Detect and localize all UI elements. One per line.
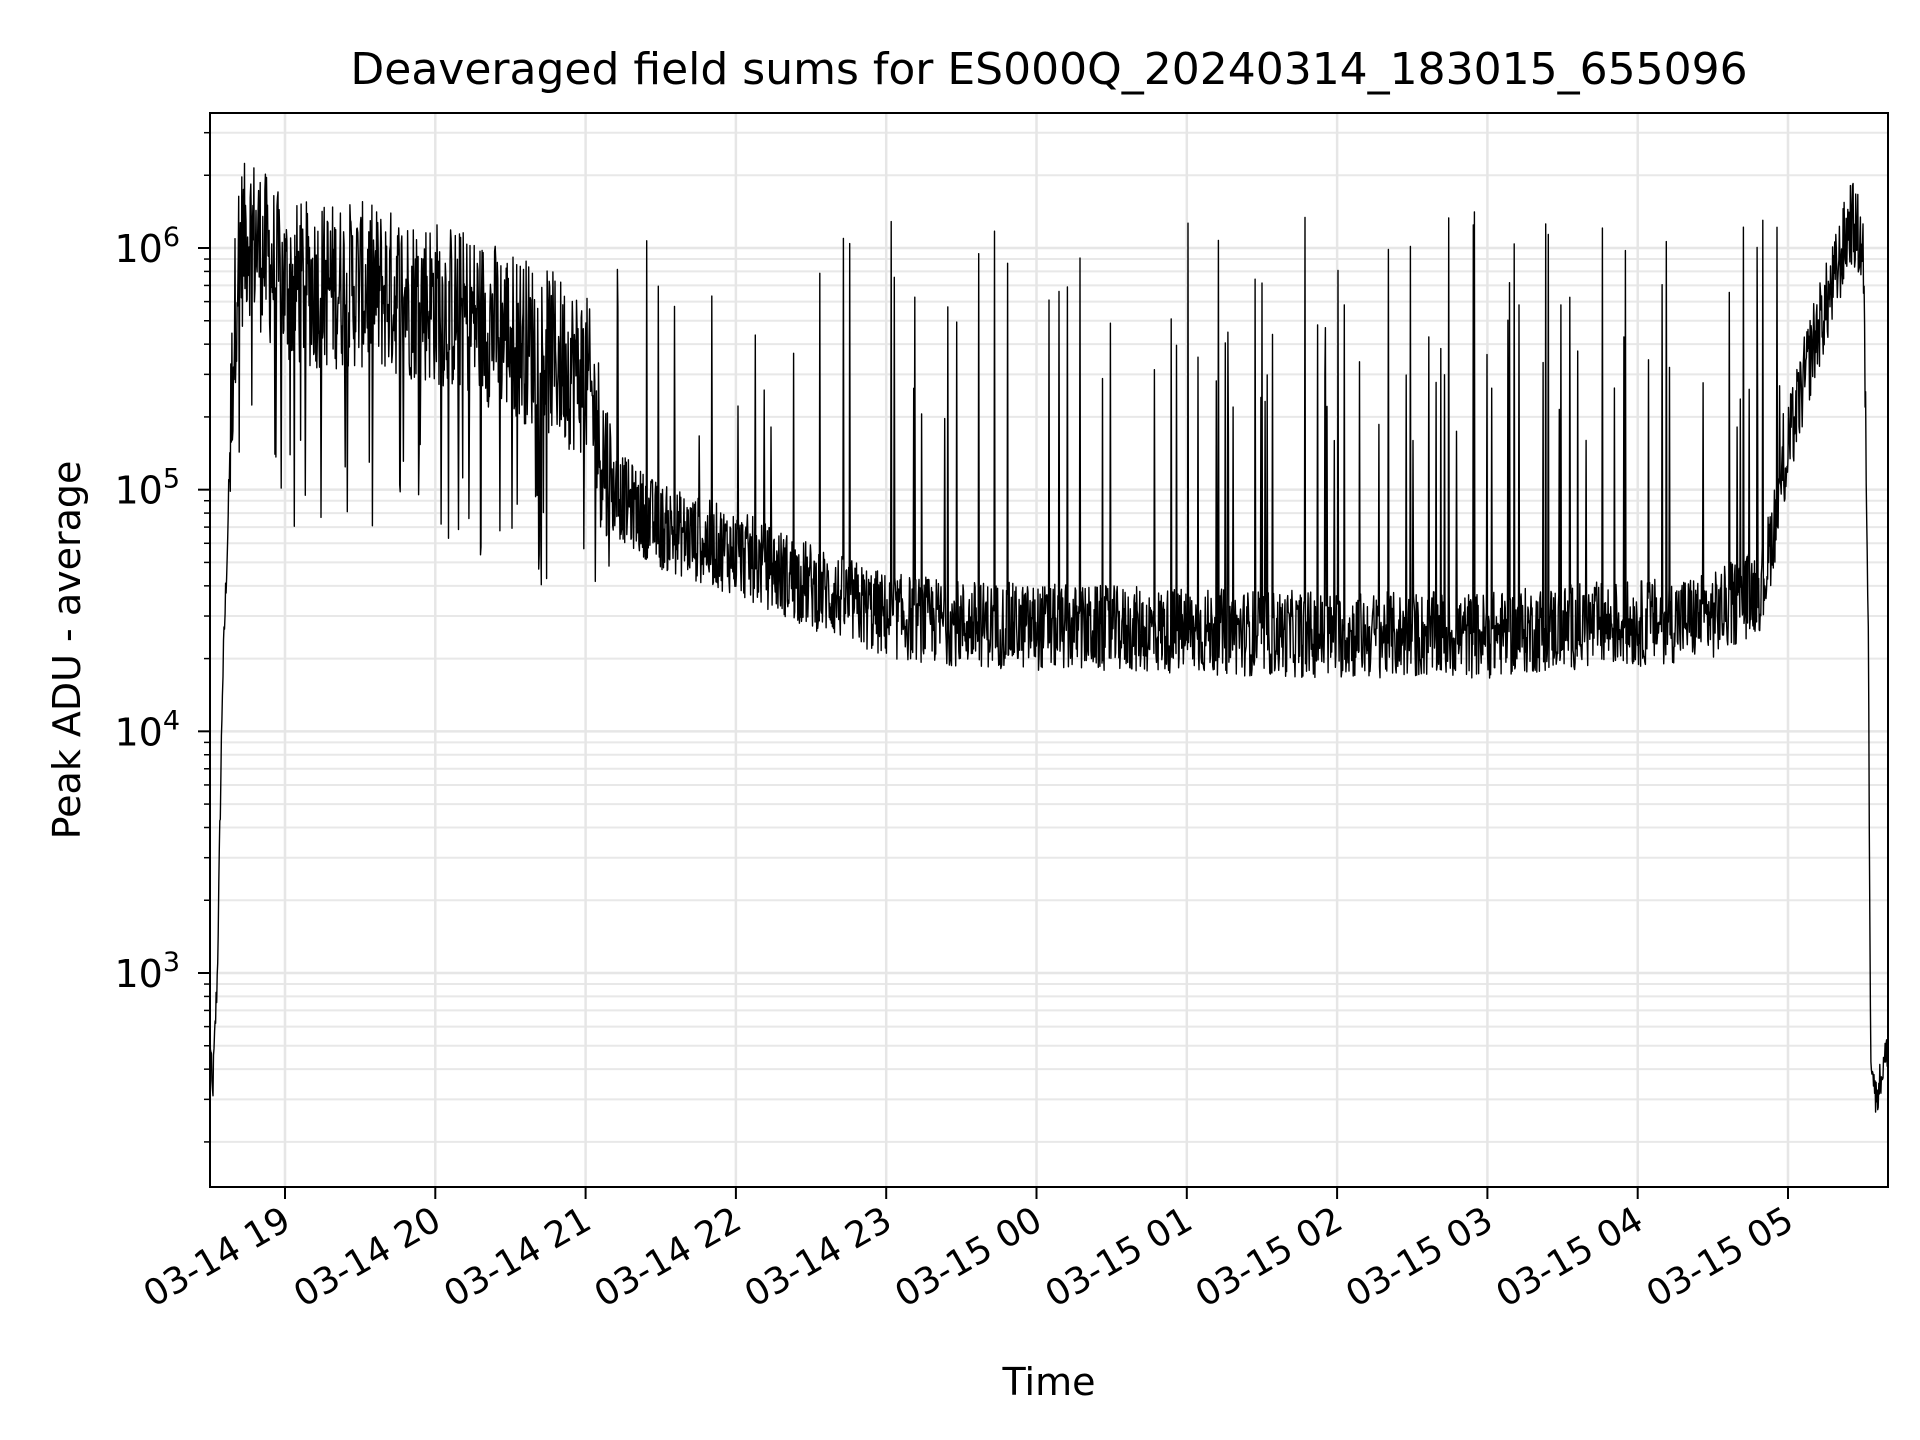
y-tick-label: 103 (114, 947, 180, 996)
series-line (209, 162, 1889, 1113)
x-axis-label: Time (1002, 1360, 1096, 1404)
plot-area (209, 162, 1889, 1113)
axes-frame (209, 112, 1889, 1188)
y-tick-label: 104 (114, 705, 180, 754)
y-axis-label: Peak ADU - average (45, 461, 89, 840)
y-tick-label: 105 (114, 464, 180, 513)
y-tick-label: 106 (114, 222, 180, 271)
chart-title: Deaveraged field sums for ES000Q_2024031… (350, 44, 1747, 95)
